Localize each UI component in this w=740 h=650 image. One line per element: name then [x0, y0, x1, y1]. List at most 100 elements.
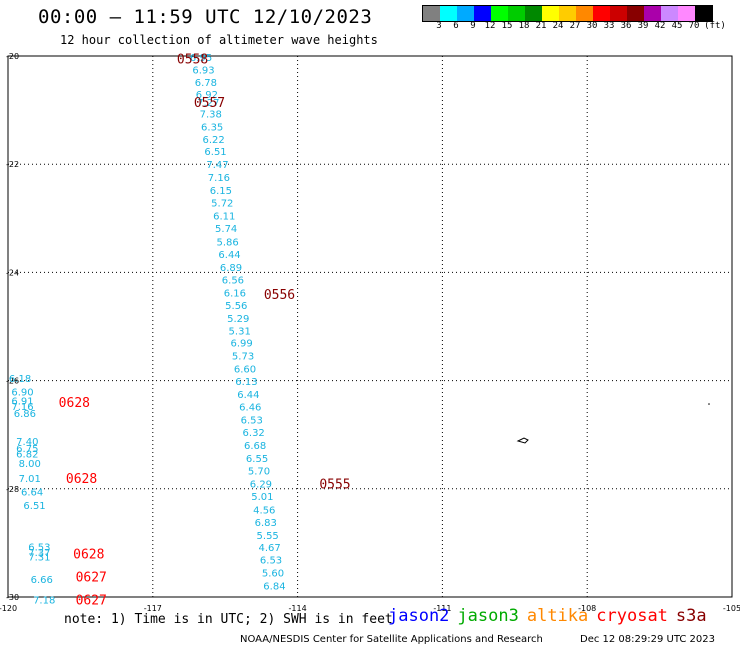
color-scale-label: 3 [436, 21, 442, 31]
color-swatch [542, 6, 559, 21]
wave-height-value: 6.22 [202, 135, 224, 146]
pass-time-label: 0627 [76, 570, 107, 585]
wave-height-value: 6.93 [192, 66, 214, 77]
wave-height-value: 7.18 [33, 596, 55, 607]
wave-height-value: 6.92 [196, 90, 218, 101]
color-scale-label: 42 [654, 21, 666, 31]
map-title: 00:00 – 11:59 UTC 12/10/2023 [38, 6, 373, 28]
wave-height-value: 6.78 [195, 78, 217, 89]
color-swatch [440, 6, 457, 21]
wave-height-value: 6.18 [9, 374, 31, 385]
pass-time-label: 0627 [76, 594, 107, 609]
wave-height-color-scale [422, 5, 713, 22]
longitude-tick-label: -117 [144, 604, 162, 613]
wave-height-value: 6.99 [230, 339, 252, 350]
wave-height-value: 4.56 [253, 505, 275, 516]
color-swatch [695, 6, 712, 21]
wave-height-value: 5.74 [215, 224, 237, 235]
satellite-label: s3a [675, 606, 707, 626]
color-scale-label: 21 [535, 21, 547, 31]
wave-height-value: 5.56 [225, 301, 247, 312]
wave-height-value: 7.16 [11, 402, 33, 413]
satellite-legend: jason2 jason3 altika cryosat s3a [388, 606, 715, 626]
color-swatch [525, 6, 542, 21]
units-note: note: 1) Time is in UTC; 2) SWH is in fe… [64, 612, 393, 627]
pass-time-label: 0628 [73, 548, 104, 563]
color-scale-label: 27 [569, 21, 581, 31]
latitude-tick-label: -24 [6, 268, 19, 277]
wave-height-value: 6.68 [244, 441, 266, 452]
color-swatch [576, 6, 593, 21]
color-scale-label: 30 [586, 21, 598, 31]
wave-height-value: 5.72 [211, 199, 233, 210]
wave-height-value: 6.83 [255, 518, 277, 529]
color-scale-label: 36 [620, 21, 632, 31]
wave-height-value: 5.55 [257, 531, 279, 542]
color-swatch [661, 6, 678, 21]
satellite-label: altika [526, 606, 589, 626]
satellite-label: jason3 [457, 606, 519, 626]
wave-height-value: 6.82 [16, 450, 38, 461]
wave-height-value: 6.35 [201, 122, 223, 133]
wave-height-value: 5.60 [262, 569, 284, 580]
wave-height-value: 7.40 [16, 437, 38, 448]
wave-height-value: 7.37 [28, 548, 50, 559]
pass-time-label: 0557 [194, 96, 225, 111]
wave-height-value: 6.56 [222, 275, 244, 286]
wave-height-value: 6.91 [11, 397, 33, 408]
wave-height-value: 6.46 [239, 403, 261, 414]
wave-height-value: 8.00 [19, 459, 41, 470]
pass-time-label: 0628 [66, 472, 97, 487]
wave-height-value: 6.60 [234, 365, 256, 376]
color-scale-label: 33 [603, 21, 615, 31]
pass-time-label: 0555 [319, 477, 350, 492]
color-scale-label: 18 [518, 21, 530, 31]
color-swatch [491, 6, 508, 21]
color-scale-label: 70 [688, 21, 700, 31]
color-swatch [423, 6, 440, 21]
wave-height-value: 7.01 [19, 474, 41, 485]
wave-height-value: 6.16 [224, 288, 246, 299]
pass-time-label: 0558 [177, 53, 208, 68]
color-scale-label: 45 [671, 21, 683, 31]
color-scale-label: 15 [501, 21, 513, 31]
wave-height-value: 6.53 [241, 416, 263, 427]
wave-height-value: 6.53 [28, 543, 50, 554]
longitude-tick-label: -111 [433, 604, 451, 613]
wave-height-value: 7.31 [28, 552, 50, 563]
color-scale-label: (ft) [704, 21, 726, 31]
map-frame [7, 55, 733, 598]
color-scale-label: 9 [470, 21, 476, 31]
longitude-tick-label: -105 [723, 604, 740, 613]
wave-height-value: 5.70 [248, 466, 270, 477]
satellite-label: jason2 [388, 606, 450, 626]
wave-height-value: 6.51 [23, 501, 45, 512]
longitude-tick-label: -120 [0, 604, 17, 613]
wave-height-value: 6.32 [243, 428, 265, 439]
wave-height-value: 5.31 [229, 326, 251, 337]
latitude-tick-label: -26 [6, 377, 19, 386]
pass-time-label: 0556 [264, 288, 295, 303]
color-swatch [610, 6, 627, 21]
wave-height-value: 7.38 [200, 109, 222, 120]
wave-height-value: 7.47 [206, 160, 228, 171]
wave-height-value: 6.51 [204, 147, 226, 158]
latitude-tick-label: -30 [6, 593, 19, 602]
longitude-tick-label: -108 [578, 604, 596, 613]
color-swatch [559, 6, 576, 21]
color-swatch [678, 6, 695, 21]
wave-height-value: 6.84 [263, 582, 285, 593]
wave-height-value: 6.44 [237, 390, 259, 401]
wave-height-value: 6.44 [218, 250, 240, 261]
wave-height-value: 6.55 [246, 454, 268, 465]
color-swatch [474, 6, 491, 21]
wave-height-value: 6.15 [210, 186, 232, 197]
wave-height-value: 6.66 [31, 575, 53, 586]
island-dot [708, 403, 710, 405]
color-scale-label: 39 [637, 21, 649, 31]
wave-height-value: 5.73 [232, 352, 254, 363]
color-swatch [627, 6, 644, 21]
wave-height-value: 7.16 [208, 173, 230, 184]
wave-height-value: 6.90 [11, 387, 33, 398]
